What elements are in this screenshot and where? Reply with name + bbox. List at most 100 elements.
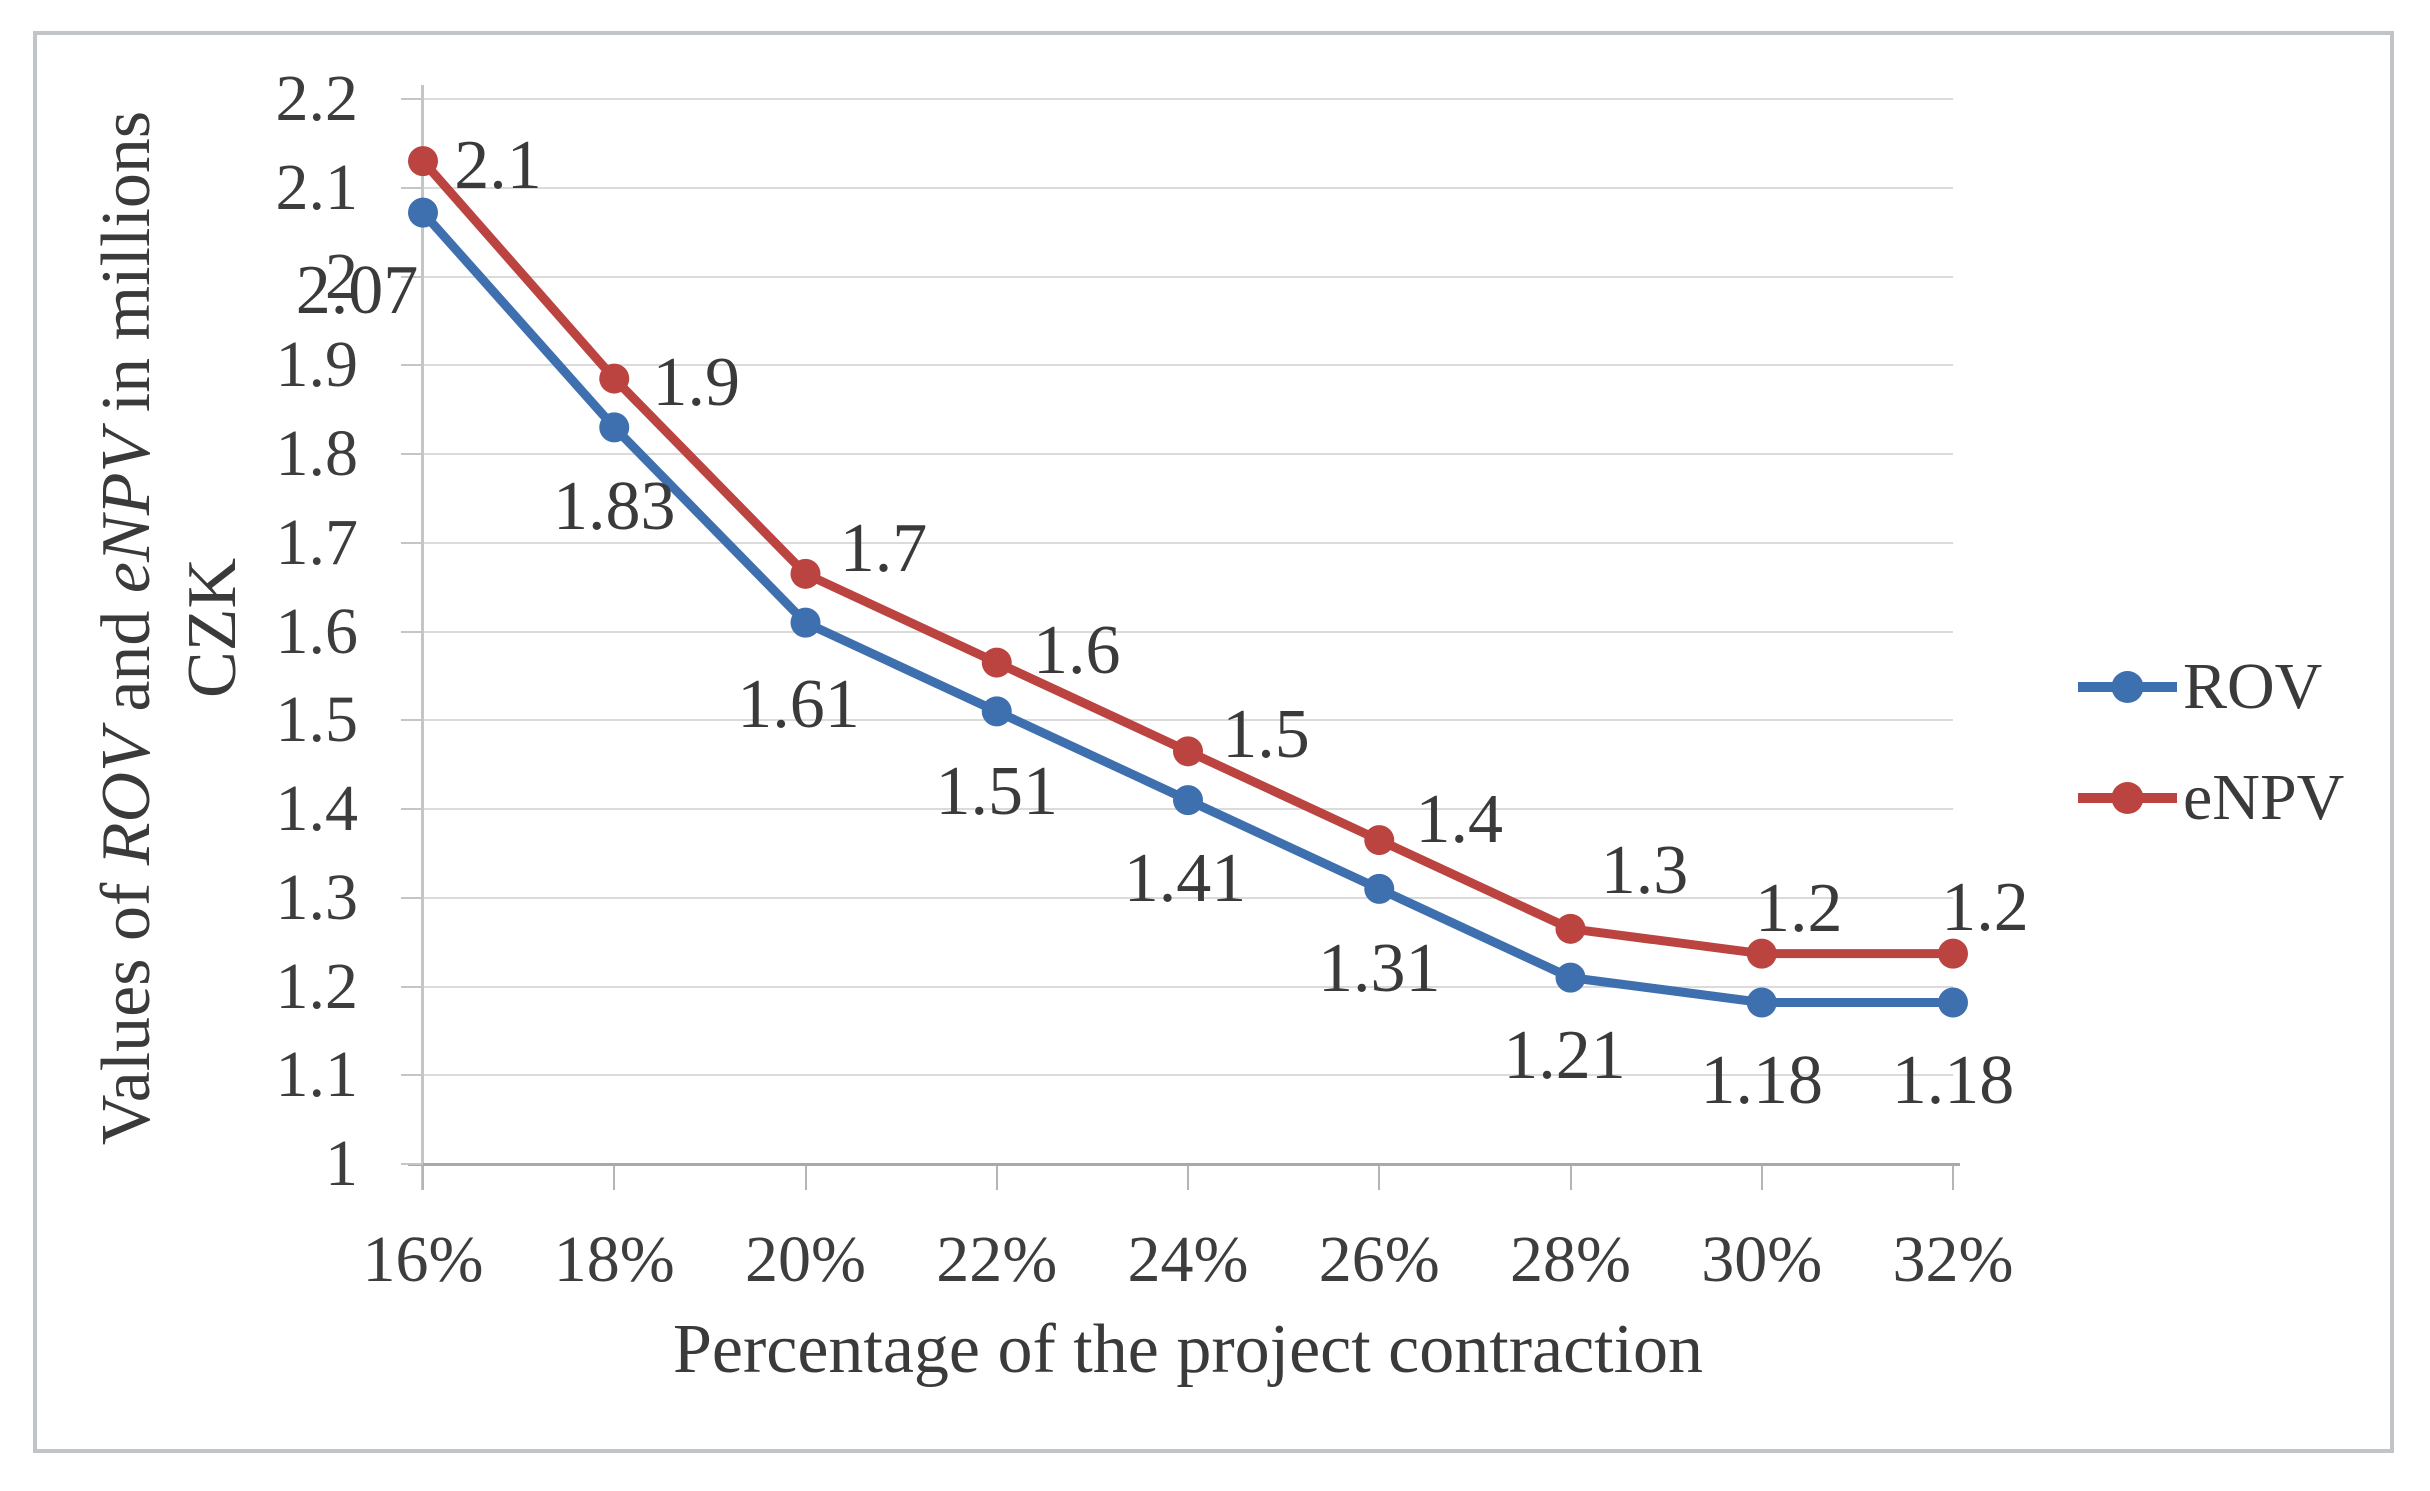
series-marker-rov (1555, 962, 1586, 993)
data-label-enpv: 1.5 (1222, 696, 1310, 774)
legend-label: eNPV (2183, 761, 2345, 834)
gridline (423, 896, 1953, 899)
y-tick-label: 1.1 (275, 1038, 359, 1112)
gridline (423, 985, 1953, 988)
y-axis-tick (401, 453, 423, 455)
data-label-rov: 1.21 (1503, 1016, 1626, 1094)
series-marker-enpv (1173, 736, 1203, 767)
gridline (423, 630, 1953, 633)
data-label-enpv: 1.7 (839, 509, 928, 587)
series-marker-enpv (790, 558, 821, 589)
y-tick-label: 1.3 (275, 860, 359, 934)
legend-marker (2111, 671, 2144, 703)
y-axis-tick (401, 98, 423, 100)
gridline (423, 364, 1953, 367)
y-axis-tick (401, 186, 423, 189)
data-label-enpv: 1.2 (1755, 869, 1843, 947)
data-label-enpv: 1.6 (1033, 611, 1121, 689)
y-tick-label: 1.5 (275, 683, 359, 757)
figure-border (33, 31, 2394, 1453)
x-tick-label: 16% (362, 1223, 484, 1296)
x-axis-tick (1952, 1166, 1954, 1190)
y-axis-tick (401, 364, 423, 367)
gridline (423, 453, 1953, 455)
y-axis-tick (401, 541, 423, 544)
data-label-rov: 1.18 (1700, 1042, 1824, 1120)
data-label-rov: 2.07 (295, 251, 419, 329)
gridline (423, 719, 1953, 722)
legend-marker (2111, 782, 2144, 814)
x-tick-label: 30% (1701, 1223, 1823, 1296)
x-tick-label: 26% (1318, 1223, 1440, 1296)
series-marker-rov (1173, 785, 1203, 816)
gridline (423, 541, 1953, 544)
legend-label: ROV (2183, 650, 2323, 723)
y-tick-label: 1 (325, 1127, 358, 1200)
data-label-rov: 1.18 (1891, 1042, 2015, 1120)
x-axis-tick (1187, 1166, 1189, 1190)
data-label-enpv: 1.3 (1600, 831, 1689, 909)
series-marker-enpv (981, 647, 1012, 678)
y-axis-tick (401, 1074, 423, 1077)
series-marker-rov (1746, 987, 1777, 1018)
y-axis-tick (401, 808, 423, 810)
data-label-rov: 1.83 (553, 468, 676, 546)
data-label-enpv: 1.2 (1941, 868, 2029, 946)
x-axis-line (408, 1163, 1960, 1166)
series-marker-rov (790, 607, 821, 638)
x-tick-label: 28% (1510, 1223, 1631, 1296)
data-label-enpv: 1.9 (652, 343, 741, 421)
y-axis-tick (401, 630, 423, 633)
x-tick-label: 18% (553, 1223, 675, 1296)
y-axis-tick (401, 1163, 423, 1165)
series-marker-rov (1938, 987, 1968, 1018)
x-tick-label: 20% (745, 1223, 866, 1296)
y-tick-label: 2 (325, 239, 358, 313)
y-axis-tick (401, 985, 423, 988)
series-marker-enpv (1364, 825, 1395, 856)
series-marker-enpv (1746, 938, 1777, 969)
series-marker-rov (981, 696, 1012, 727)
x-axis-tick (422, 1166, 424, 1190)
series-marker-enpv (408, 146, 438, 177)
y-axis-tick (401, 896, 423, 899)
y-tick-label: 1.6 (275, 594, 359, 668)
x-tick-label: 22% (936, 1223, 1058, 1296)
data-label-rov: 1.51 (935, 753, 1059, 831)
gridline (423, 186, 1953, 189)
y-tick-label: 2.1 (275, 150, 359, 224)
series-marker-enpv (1938, 938, 1968, 969)
data-label-rov: 1.31 (1318, 929, 1441, 1007)
gridline (423, 98, 1953, 100)
gridline (423, 275, 1953, 278)
y-tick-label: 1.7 (275, 505, 359, 579)
x-axis-tick (1569, 1166, 1572, 1190)
series-marker-enpv (599, 363, 630, 394)
y-tick-label: 2.2 (275, 62, 359, 135)
data-label-rov: 1.41 (1123, 840, 1247, 918)
data-label-enpv: 1.4 (1415, 781, 1504, 859)
x-tick-label: 24% (1127, 1223, 1249, 1296)
data-label-rov: 1.61 (737, 665, 860, 743)
y-tick-label: 1.2 (275, 949, 359, 1023)
x-axis-tick (995, 1166, 998, 1190)
y-tick-label: 1.9 (275, 328, 359, 402)
y-axis-tick (401, 275, 423, 278)
x-axis-tick (804, 1166, 807, 1190)
data-label-enpv: 2.1 (454, 127, 542, 205)
x-axis-tick (613, 1166, 616, 1190)
series-marker-rov (408, 197, 438, 228)
y-axis-line (421, 85, 424, 1190)
series-marker-enpv (1555, 913, 1586, 944)
y-tick-label: 1.8 (275, 417, 359, 490)
y-tick-label: 1.4 (275, 772, 359, 845)
gridline (423, 1074, 1953, 1077)
series-marker-rov (1364, 873, 1395, 904)
y-axis-tick (401, 719, 423, 722)
x-axis-title: Percentage of the project contraction (672, 1311, 1704, 1388)
x-axis-tick (1378, 1166, 1381, 1190)
